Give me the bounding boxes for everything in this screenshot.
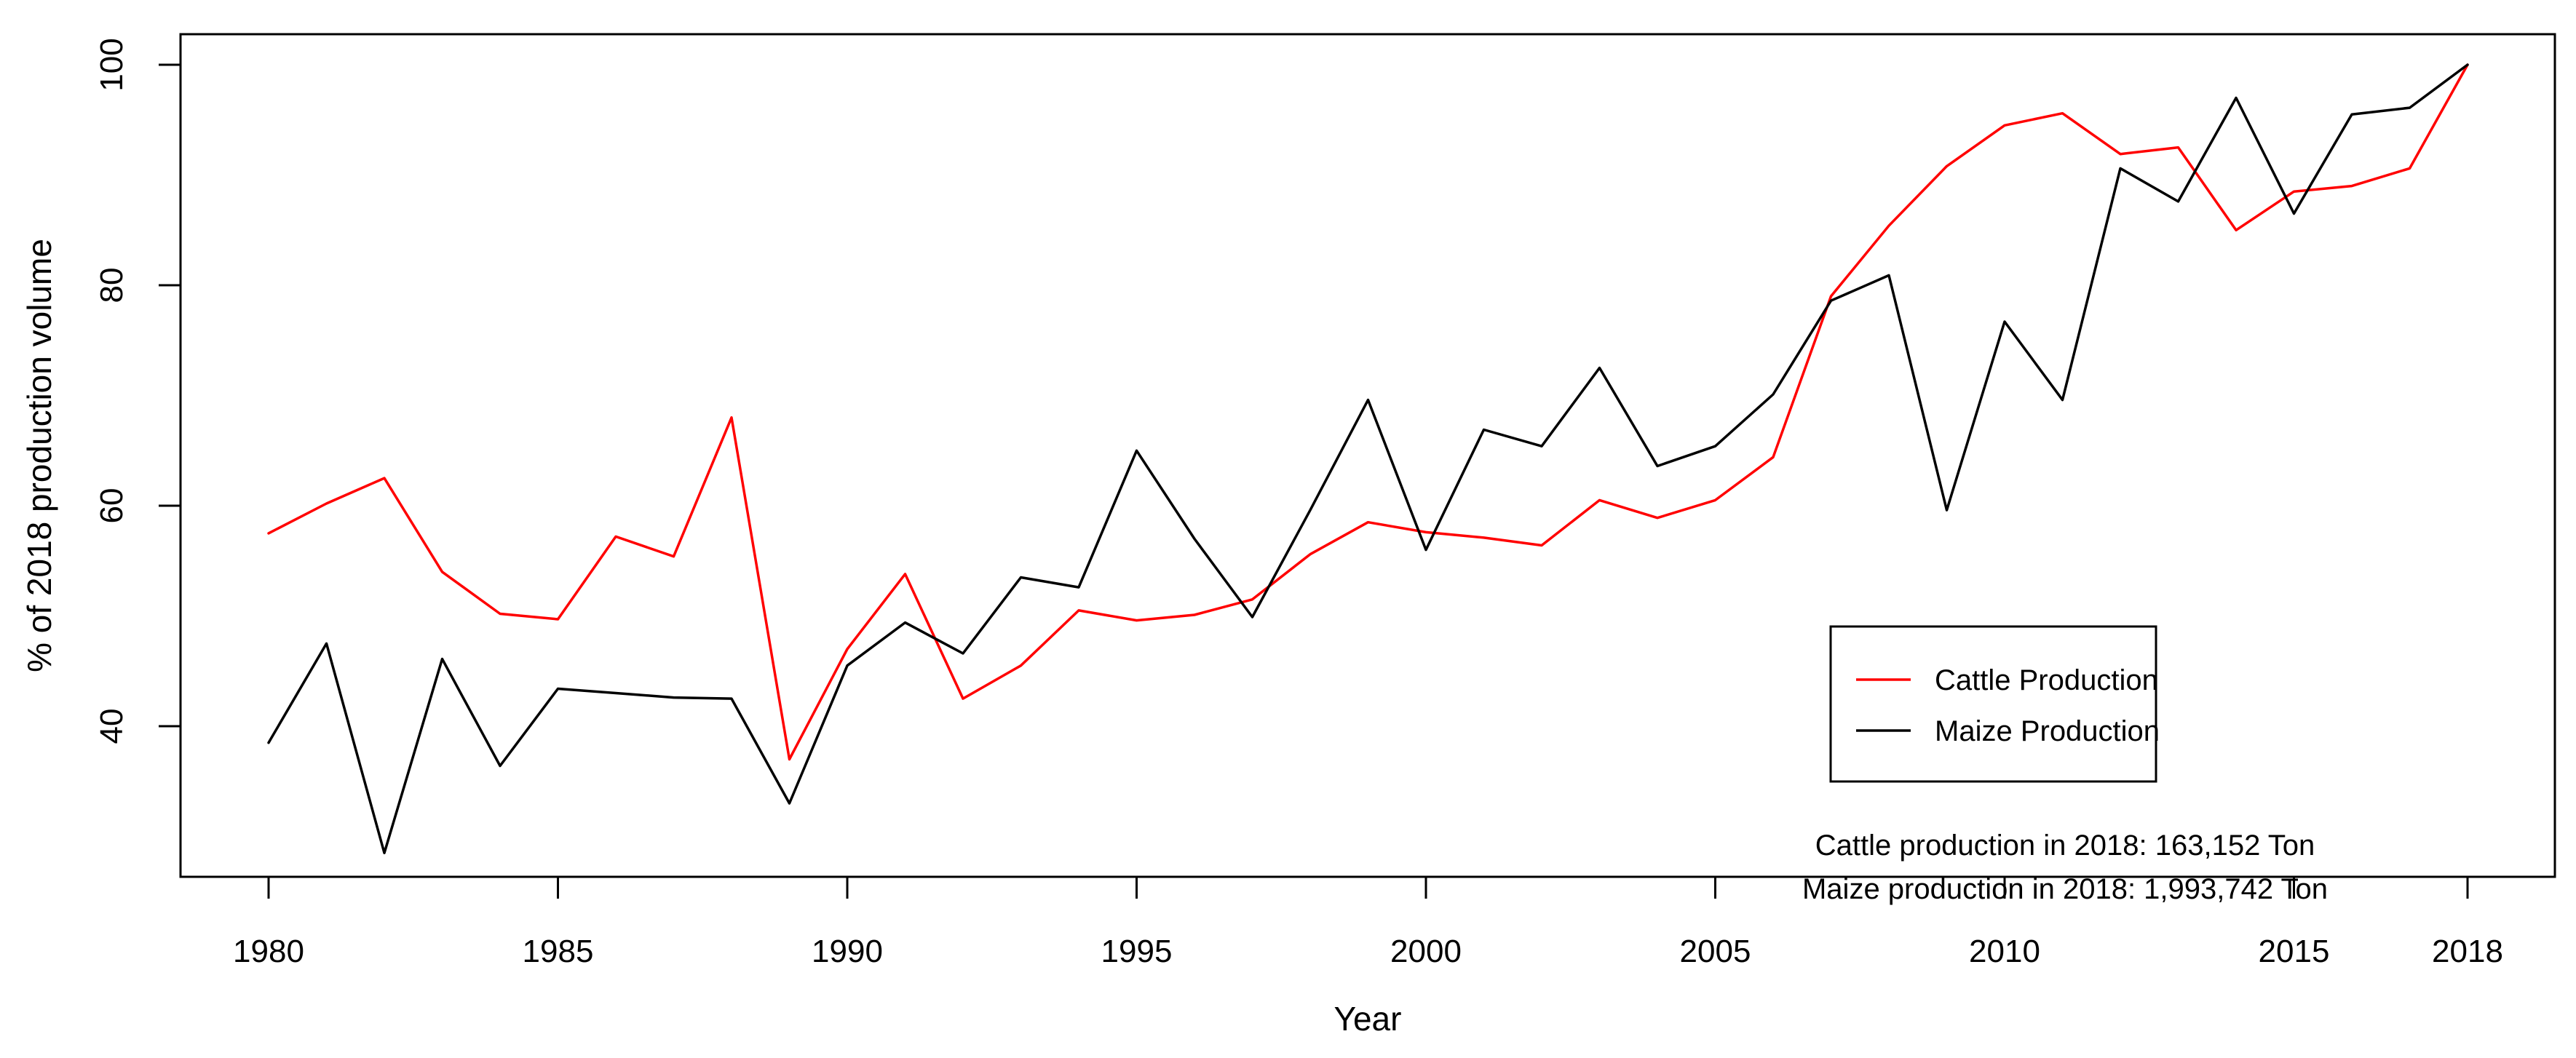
data-series — [267, 63, 2469, 854]
plot-border — [179, 33, 2556, 878]
y-tick-label: 80 — [94, 268, 130, 303]
x-tick-label: 1990 — [812, 934, 883, 969]
annotation-maize-2018: Maize production in 2018: 1,993,742 Ton — [1802, 873, 2328, 905]
x-tick-label: 1985 — [523, 934, 594, 969]
x-tick-label: 2015 — [2259, 934, 2330, 969]
legend: Cattle Production Maize Production — [1829, 625, 2160, 783]
x-tick-label: 2005 — [1680, 934, 1751, 969]
series-line-cattle — [267, 63, 2469, 761]
legend-label-cattle: Cattle Production — [1935, 664, 2158, 696]
series-line-maize — [267, 63, 2469, 854]
annotation-cattle-2018: Cattle production in 2018: 163,152 Ton — [1815, 830, 2315, 862]
y-tick-label: 100 — [94, 38, 130, 91]
y-axis-title: % of 2018 production volume — [20, 239, 58, 672]
y-tick-label: 60 — [94, 488, 130, 524]
axis-tick-labels: 1980 1985 1990 1995 2000 2005 2010 2015 2018 40 60… — [94, 38, 2503, 969]
x-tick-label: 1980 — [233, 934, 304, 969]
legend-label-maize: Maize Production — [1935, 715, 2160, 747]
legend-border — [1829, 625, 2157, 783]
x-tick-label: 2010 — [1969, 934, 2040, 969]
axis-ticks — [159, 63, 2469, 899]
x-tick-label: 1995 — [1101, 934, 1173, 969]
x-tick-label: 2018 — [2432, 934, 2503, 969]
y-tick-label: 40 — [94, 709, 130, 744]
x-tick-label: 2000 — [1390, 934, 1462, 969]
x-axis-title: Year — [1334, 1000, 1402, 1038]
